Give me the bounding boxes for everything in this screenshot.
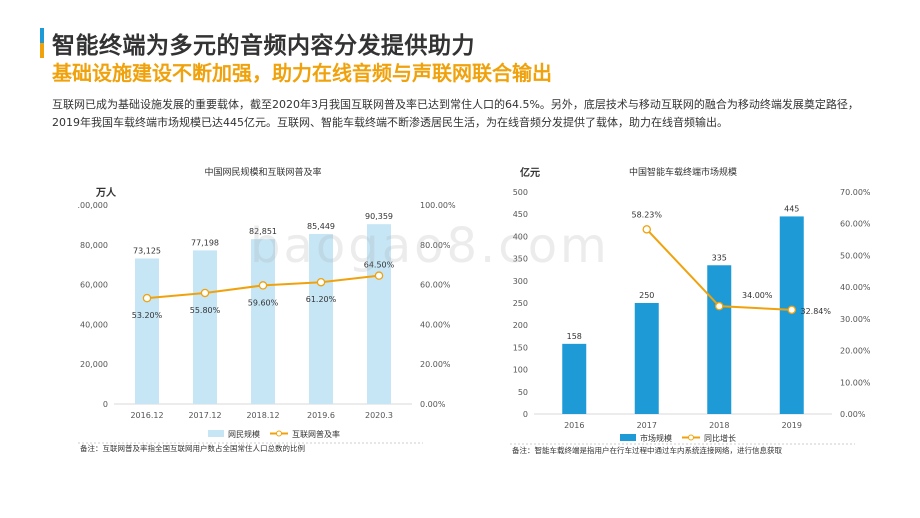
y-axis-unit: 万人 (95, 186, 117, 199)
bar (251, 239, 275, 404)
bar (309, 233, 333, 404)
intro-paragraph: 互联网已成为基础设施发展的重要载体，截至2020年3月我国互联网普及率已达到常住… (52, 98, 859, 129)
legend-bar-swatch (620, 434, 636, 441)
accent-orange-segment (40, 43, 44, 58)
y-tick-label: 0 (523, 410, 528, 419)
line-value-label: 53.20% (132, 311, 163, 320)
y-tick-label: 450 (513, 210, 528, 219)
line-point (200, 288, 210, 298)
y-tick-label: 60,000 (80, 281, 108, 290)
y-tick-label: 100 (513, 366, 528, 375)
bar (193, 250, 217, 404)
y2-tick-label: 70.00% (840, 188, 871, 197)
x-tick-label: 2020.3 (365, 411, 393, 420)
y2-tick-label: 20.00% (840, 347, 871, 356)
y-tick-label: 400 (513, 232, 528, 241)
bar (779, 216, 804, 414)
bar (634, 303, 659, 414)
line-point (258, 281, 268, 290)
bar-value-label: 85,449 (307, 222, 335, 231)
x-tick-label: 2018.12 (246, 411, 279, 420)
y-tick-label: 200 (513, 321, 528, 330)
y2-tick-label: 30.00% (840, 315, 871, 324)
bar-value-label: 90,359 (365, 212, 393, 221)
y2-tick-label: 10.00% (840, 378, 871, 387)
x-tick-label: 2017.12 (188, 411, 221, 420)
line-point (374, 271, 384, 280)
watermark: baogao8.com (250, 218, 610, 274)
chart-title: 中国智能车载终端市场规模 (629, 166, 737, 178)
x-tick-label: 2018 (709, 421, 729, 430)
y-axis-unit: 亿元 (520, 166, 540, 179)
legend-bar-swatch (208, 430, 224, 437)
legend-line-label: 同比增长 (704, 433, 736, 443)
line-point (714, 301, 724, 311)
y2-tick-label: 0.00% (840, 410, 866, 419)
y-tick-label: 500 (513, 188, 528, 197)
bar (367, 224, 391, 404)
car-terminal-chart: 中国智能车载终端市场规模 亿元 0 50 100 150 200 250 300 350 400 45… (510, 166, 871, 455)
y-tick-label: 100,000 (78, 201, 108, 210)
x-tick-label: 2019.6 (307, 411, 335, 420)
bar-value-label: 77,198 (191, 238, 219, 247)
bar (135, 258, 159, 404)
line-point (787, 305, 796, 315)
line-value-label: 55.80% (190, 306, 221, 315)
bar-value-label: 158 (567, 332, 582, 341)
y2-tick-label: 50.00% (840, 251, 871, 260)
legend-line-label: 互联网普及率 (292, 429, 340, 439)
y2-tick-label: 80.00% (420, 241, 451, 250)
line-point (142, 293, 152, 303)
bar-value-label: 445 (784, 204, 799, 213)
x-tick-label: 2016.12 (130, 411, 163, 420)
y-tick-label: 80,000 (80, 241, 108, 250)
legend-line-marker (276, 430, 282, 437)
y-tick-label: 350 (513, 255, 528, 264)
y2-tick-label: 60.00% (840, 220, 871, 229)
y-tick-label: 150 (513, 343, 528, 352)
bar-value-label: 335 (712, 253, 727, 262)
bar-value-label: 250 (639, 291, 654, 300)
y-tick-label: 20,000 (80, 360, 108, 369)
y-tick-label: 250 (513, 299, 528, 308)
legend-bar-label: 网民规模 (228, 429, 260, 439)
y2-tick-label: 40.00% (840, 283, 871, 292)
chart-title: 中国网民规模和互联网普及率 (204, 166, 321, 178)
line-value-label: 61.20% (306, 295, 337, 304)
legend-bar-label: 市场规模 (640, 433, 672, 443)
y2-tick-label: 100.00% (420, 201, 456, 210)
y2-tick-label: 20.00% (420, 360, 451, 369)
y2-tick-label: 40.00% (420, 320, 451, 329)
bar (562, 343, 587, 414)
line-value-label: 64.50% (364, 261, 395, 270)
x-tick-label: 2017 (637, 421, 657, 430)
page-subtitle: 基础设施建设不断加强，助力在线音频与声联网联合输出 (52, 61, 552, 85)
x-tick-label: 2016 (564, 421, 584, 430)
bar-value-label: 82,851 (249, 227, 277, 236)
line-point (642, 225, 651, 234)
title-accent-bar (40, 28, 44, 58)
chart-note: 备注：智能车载终端是指用户在行车过程中通过车内系统连接网络，进行信息获取 (512, 445, 782, 455)
bar-value-label: 73,125 (133, 246, 161, 255)
y2-tick-label: 60.00% (420, 281, 451, 290)
y2-tick-label: 0.00% (420, 400, 446, 409)
y-tick-label: 50 (518, 388, 528, 397)
x-tick-label: 2019 (782, 421, 802, 430)
y-tick-label: 300 (513, 277, 528, 286)
y-tick-label: 0 (103, 400, 108, 409)
bar (707, 265, 732, 414)
line-value-label: 32.84% (800, 307, 831, 316)
y-tick-label: 40,000 (80, 320, 108, 329)
accent-blue-segment (40, 28, 44, 43)
line-point (316, 277, 326, 287)
line-value-label: 34.00% (742, 291, 773, 300)
page-title: 智能终端为多元的音频内容分发提供助力 (52, 33, 475, 59)
chart-note: 备注：互联网普及率指全国互联网用户数占全国常住人口总数的比例 (80, 443, 305, 453)
legend-line-marker (688, 434, 694, 441)
line-value-label: 58.23% (631, 210, 662, 219)
line-value-label: 59.60% (248, 298, 279, 307)
